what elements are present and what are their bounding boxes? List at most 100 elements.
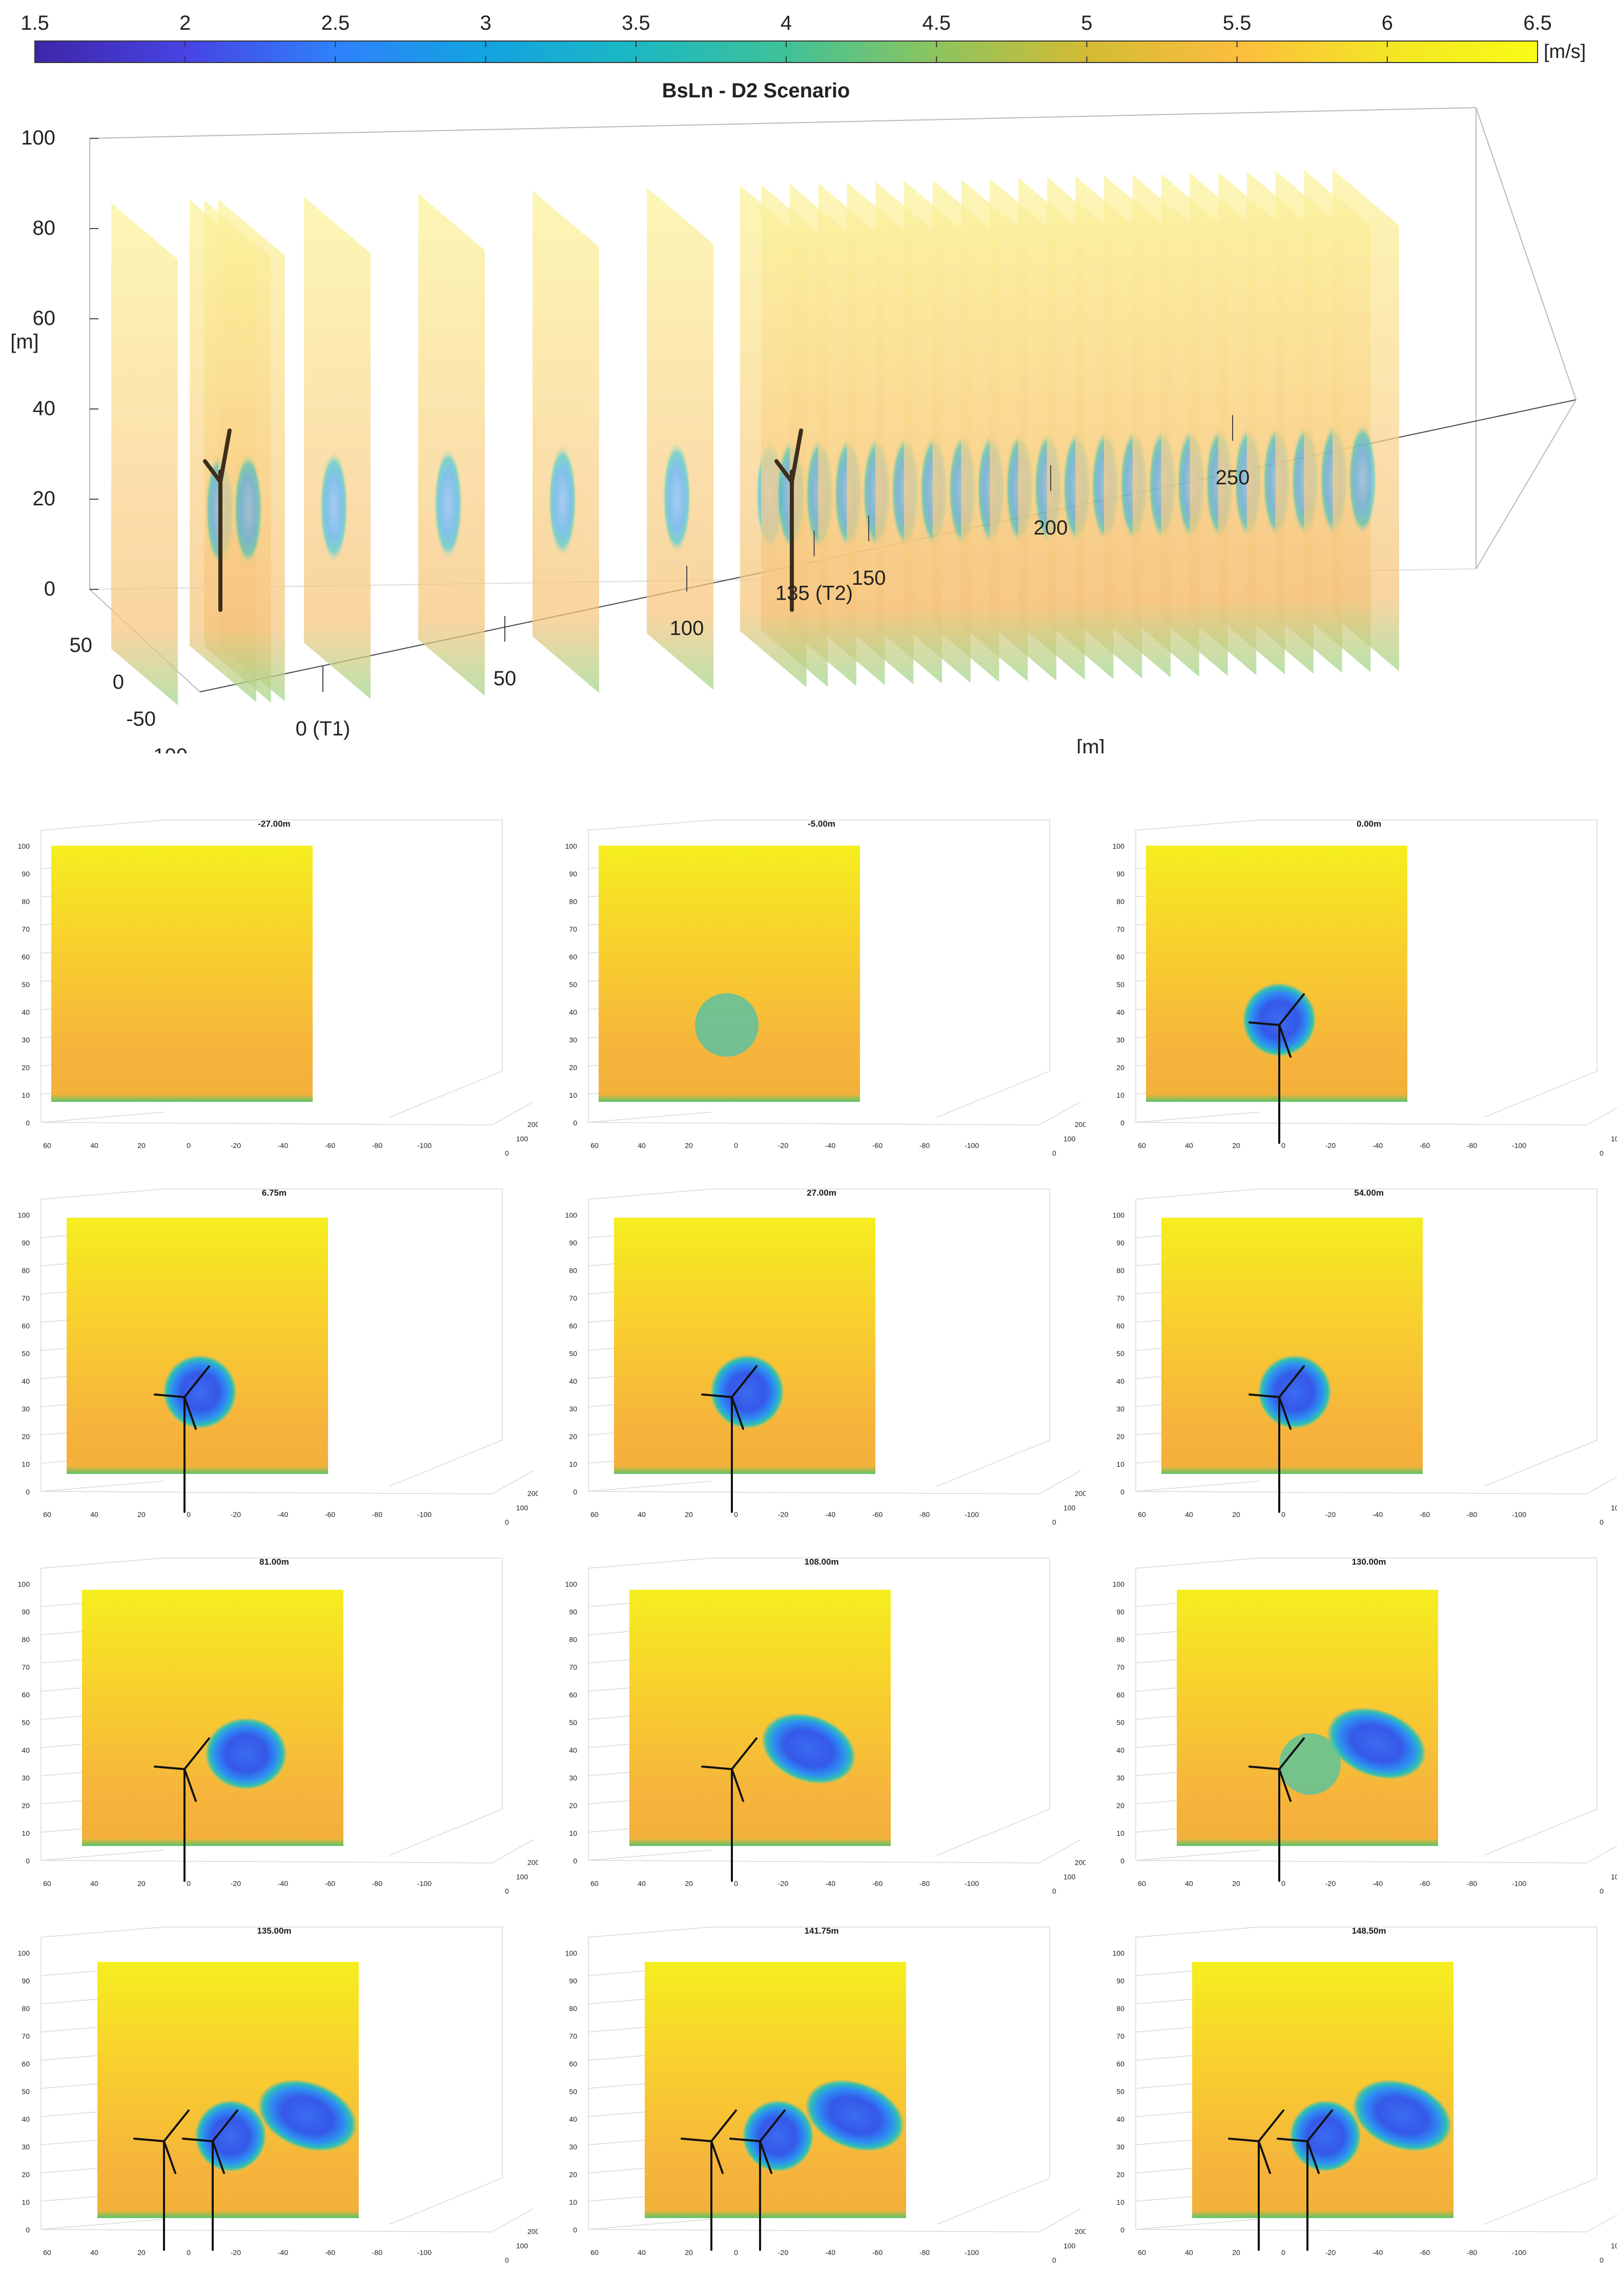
panel-z-tick-label: 70 bbox=[1116, 925, 1124, 933]
panel-x-tick-label: 0 bbox=[505, 1149, 509, 1157]
volume-slice bbox=[418, 194, 485, 696]
panel-z-tick-label: 50 bbox=[1116, 980, 1124, 989]
y-tick-label: -100 bbox=[147, 745, 188, 753]
turbine-blade bbox=[163, 2109, 190, 2142]
panel-z-tick-label: 80 bbox=[22, 1635, 30, 1644]
panel-y-tick-label: 0 bbox=[1281, 1141, 1285, 1150]
wake-blob bbox=[805, 2079, 905, 2152]
panel-y-tick-label: 60 bbox=[590, 1510, 599, 1519]
panel-z-tick-label: 10 bbox=[569, 1091, 577, 1099]
panel-z-tick-label: 70 bbox=[22, 1294, 30, 1302]
panel-y-tick-label: -40 bbox=[825, 1510, 835, 1519]
box-edge bbox=[1476, 399, 1577, 569]
turbine-blade bbox=[681, 2138, 712, 2142]
panel-x-tick-label: 0 bbox=[1600, 1149, 1604, 1157]
panel-z-tick-label: 30 bbox=[569, 2143, 577, 2151]
panel-x-tick-label: 100 bbox=[1611, 1504, 1617, 1512]
panel-z-tick-label: 80 bbox=[1116, 2004, 1124, 2013]
main-chart-title: BsLn - D2 Scenario bbox=[662, 79, 850, 102]
panel-z-tick-label: 90 bbox=[1116, 1608, 1124, 1616]
turbine-blade bbox=[1277, 2138, 1308, 2142]
main-volume-svg: BsLn - D2 Scenario020406080100[m]500-50-… bbox=[10, 79, 1577, 767]
panel-z-tick-label: 40 bbox=[1116, 1008, 1124, 1016]
panel-x-tick-label: 100 bbox=[1063, 1135, 1076, 1143]
panel-y-tick-label: 20 bbox=[685, 1879, 693, 1888]
panel-y-tick-label: 20 bbox=[685, 1141, 693, 1150]
panel-y-tick-label: -40 bbox=[278, 1510, 288, 1519]
panel-y-tick-label: 60 bbox=[1138, 2248, 1146, 2257]
turbine-blade bbox=[212, 2140, 225, 2174]
panel-frame-edge bbox=[588, 1926, 1050, 2229]
panel-z-tick-label: 100 bbox=[18, 1949, 30, 1957]
panel-y-tick-label: 40 bbox=[1185, 2248, 1193, 2257]
x-axis-label: [m] bbox=[1076, 736, 1105, 753]
panel-y-tick-label: -40 bbox=[1373, 1879, 1383, 1888]
panel-z-tick-label: 80 bbox=[22, 897, 30, 906]
panel-z-tick-label: 20 bbox=[1116, 1801, 1124, 1810]
turbine-blade bbox=[183, 1768, 197, 1802]
panel-z-tick-label: 20 bbox=[569, 2170, 577, 2179]
colorbar-unit-label: [m/s] bbox=[1544, 41, 1586, 63]
wake-ellipse bbox=[662, 441, 691, 554]
panel-z-tick-label: 40 bbox=[22, 1008, 30, 1016]
slice-panel-title: 27.00m bbox=[807, 1188, 836, 1198]
panel-y-tick-label: -60 bbox=[872, 1879, 883, 1888]
turbine-blade bbox=[731, 1737, 758, 1770]
slice-panel-title: -27.00m bbox=[258, 819, 291, 829]
panel-z-tick-label: 90 bbox=[569, 1977, 577, 1985]
panel-z-tick-label: 70 bbox=[1116, 1294, 1124, 1302]
panel-y-tick-label: -40 bbox=[278, 1879, 288, 1888]
panel-x-tick-label: 100 bbox=[516, 2242, 528, 2250]
panel-z-tick-label: 80 bbox=[569, 897, 577, 906]
panel-z-tick-label: 100 bbox=[565, 1580, 578, 1588]
panel-y-tick-label: -40 bbox=[1373, 1141, 1383, 1150]
turbine-blade bbox=[183, 1396, 197, 1430]
panel-z-tick-label: 60 bbox=[1116, 1322, 1124, 1330]
volume-slice bbox=[533, 191, 599, 693]
slice-panel-title: 148.50m bbox=[1352, 1926, 1386, 1936]
panel-z-tick-label: 50 bbox=[22, 1718, 30, 1727]
panel-z-tick-label: 30 bbox=[22, 1774, 30, 1782]
z-tick-label: 100 bbox=[21, 127, 55, 149]
panel-y-tick-label: 20 bbox=[137, 1141, 146, 1150]
colorbar-tick-label: 6 bbox=[1382, 12, 1393, 34]
panel-z-tick-label: 40 bbox=[1116, 2115, 1124, 2123]
panel-z-tick-label: 40 bbox=[569, 1008, 577, 1016]
wake-ellipse bbox=[548, 444, 577, 557]
panel-z-tick-label: 50 bbox=[22, 980, 30, 989]
panel-x-tick-label: 0 bbox=[1600, 1518, 1604, 1526]
panel-y-tick-label: -60 bbox=[872, 1510, 883, 1519]
colorbar-tick-label: 6.5 bbox=[1523, 12, 1552, 34]
panel-x-tick-label: 200 bbox=[1075, 1489, 1086, 1498]
panel-y-tick-label: -80 bbox=[1467, 1510, 1477, 1519]
panel-z-tick-label: 80 bbox=[569, 1266, 577, 1275]
panel-z-tick-label: 30 bbox=[569, 1405, 577, 1413]
panel-z-tick-label: 30 bbox=[1116, 1036, 1124, 1044]
panel-x-tick-label: 100 bbox=[1611, 1873, 1617, 1881]
panel-z-tick-label: 100 bbox=[18, 842, 30, 850]
panel-y-tick-label: -100 bbox=[417, 1510, 432, 1519]
panel-z-tick-label: 60 bbox=[569, 953, 577, 961]
turbine-blade bbox=[1278, 1396, 1292, 1430]
slice-panel: -27.00m 0 10 20 30 40 50 60 70 80 90 100 60 40 20 0 -20-… bbox=[10, 815, 551, 1174]
panel-y-tick-label: -40 bbox=[278, 2248, 288, 2257]
panel-y-tick-label: -100 bbox=[965, 2248, 979, 2257]
panel-z-tick-label: 70 bbox=[569, 2032, 577, 2040]
panel-z-tick-label: 80 bbox=[569, 1635, 577, 1644]
panel-z-tick-label: 60 bbox=[1116, 953, 1124, 961]
panel-y-tick-label: 0 bbox=[1281, 2248, 1285, 2257]
slice-plane bbox=[67, 1218, 328, 1474]
colorbar-tick-label: 3 bbox=[480, 12, 491, 34]
panel-x-tick-label: 200 bbox=[1075, 1858, 1086, 1867]
turbine-t1 bbox=[203, 428, 232, 612]
slice-plane bbox=[614, 1218, 875, 1474]
panel-y-tick-label: 60 bbox=[1138, 1510, 1146, 1519]
panel-z-tick-label: 70 bbox=[1116, 2032, 1124, 2040]
turbine-blade bbox=[1278, 993, 1305, 1026]
wake-blob bbox=[742, 2100, 814, 2172]
